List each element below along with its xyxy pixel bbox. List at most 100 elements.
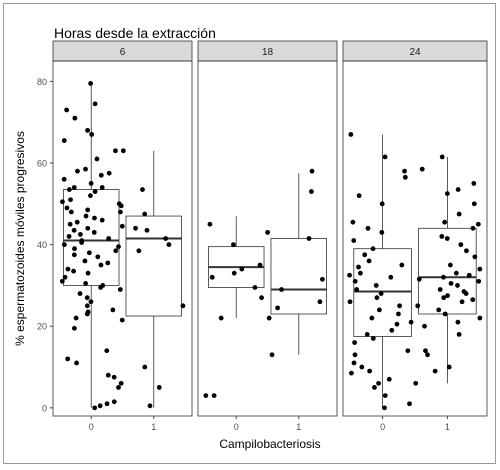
data-point xyxy=(477,266,483,272)
data-point xyxy=(85,207,91,213)
data-point xyxy=(455,283,460,288)
data-point xyxy=(142,364,148,370)
data-point xyxy=(73,315,79,321)
data-point xyxy=(470,297,476,303)
data-point xyxy=(382,154,388,160)
data-point xyxy=(370,246,376,252)
data-point xyxy=(65,356,71,362)
x-tick-label: 1 xyxy=(296,422,301,432)
data-point xyxy=(455,187,461,192)
data-point xyxy=(354,287,360,292)
data-point xyxy=(275,305,280,311)
box xyxy=(353,248,412,337)
data-point xyxy=(142,211,148,217)
data-point xyxy=(359,364,365,370)
chart-svg: Horas desde la extracción % espermatozoi… xyxy=(13,25,488,451)
data-point xyxy=(118,380,124,386)
data-point xyxy=(231,270,237,276)
data-point xyxy=(104,348,110,354)
data-point xyxy=(116,385,121,390)
data-point xyxy=(117,287,123,292)
data-point xyxy=(456,211,462,217)
data-point xyxy=(92,101,98,107)
data-point xyxy=(456,331,462,337)
data-point xyxy=(477,315,483,321)
box xyxy=(418,227,477,315)
data-point xyxy=(74,219,80,225)
data-point xyxy=(111,374,117,380)
data-point xyxy=(106,236,112,241)
data-point xyxy=(269,352,275,358)
x-tick-label: 0 xyxy=(234,422,239,432)
data-point xyxy=(347,272,352,278)
data-point xyxy=(88,299,94,305)
data-point xyxy=(352,352,358,358)
data-point xyxy=(110,307,116,313)
data-point xyxy=(71,268,76,274)
data-point xyxy=(94,156,100,162)
data-point xyxy=(239,266,245,272)
data-point xyxy=(444,191,450,197)
data-point xyxy=(85,225,91,231)
data-point xyxy=(67,221,73,227)
x-axis-label: Campilobacteriosis xyxy=(219,437,320,451)
data-point xyxy=(83,280,89,286)
data-point xyxy=(144,227,150,233)
facet-strip-label: 24 xyxy=(409,47,421,58)
data-point xyxy=(64,205,70,211)
data-point xyxy=(66,234,72,239)
data-point xyxy=(442,311,448,317)
data-point xyxy=(60,199,65,205)
data-point xyxy=(99,185,105,190)
facet-panel xyxy=(342,60,488,417)
data-point xyxy=(85,127,90,133)
data-point xyxy=(366,258,372,264)
facet-panel xyxy=(52,60,193,417)
x-tick-label: 1 xyxy=(445,422,450,432)
data-point xyxy=(106,170,112,176)
data-point xyxy=(77,291,83,296)
data-point xyxy=(463,291,469,296)
data-point xyxy=(71,252,77,258)
facet-panel xyxy=(197,60,338,417)
data-point xyxy=(82,258,88,264)
data-point xyxy=(350,219,356,225)
data-point xyxy=(439,234,445,239)
data-point xyxy=(84,303,90,309)
data-point xyxy=(422,323,427,329)
data-point xyxy=(113,148,118,154)
data-point xyxy=(402,174,408,180)
y-tick-label: 20 xyxy=(37,322,47,332)
data-point xyxy=(92,405,98,411)
data-point xyxy=(446,364,452,370)
data-point xyxy=(59,278,65,284)
data-point xyxy=(84,311,90,317)
data-point xyxy=(105,260,111,266)
data-point xyxy=(458,242,464,248)
data-point xyxy=(475,221,481,227)
data-point xyxy=(396,311,401,317)
data-point xyxy=(64,107,70,113)
data-point xyxy=(99,217,105,223)
data-point xyxy=(88,193,93,199)
data-point xyxy=(349,370,354,376)
y-tick-label: 60 xyxy=(37,159,47,169)
data-point xyxy=(376,380,381,386)
data-point xyxy=(147,403,153,409)
data-point xyxy=(92,189,98,194)
data-point xyxy=(437,287,443,292)
data-point xyxy=(447,262,453,268)
data-point xyxy=(382,405,387,411)
data-point xyxy=(68,209,74,215)
data-point xyxy=(104,401,110,407)
data-point xyxy=(470,225,476,231)
data-point xyxy=(402,168,407,174)
x-tick-label: 0 xyxy=(89,422,94,432)
data-point xyxy=(317,299,323,305)
data-point xyxy=(459,299,465,305)
data-point xyxy=(348,132,354,137)
data-point xyxy=(471,201,477,207)
data-point xyxy=(98,262,104,268)
data-point xyxy=(357,270,363,276)
data-point xyxy=(436,307,442,313)
